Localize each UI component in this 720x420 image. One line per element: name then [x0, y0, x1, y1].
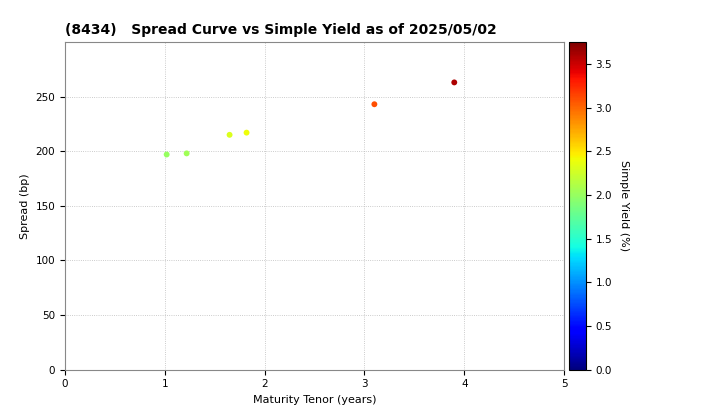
Point [240, 129, 252, 136]
Point [224, 131, 235, 138]
Y-axis label: Spread (bp): Spread (bp) [19, 173, 30, 239]
X-axis label: Maturity Tenor (years): Maturity Tenor (years) [253, 395, 377, 405]
Y-axis label: Simple Yield (%): Simple Yield (%) [618, 160, 629, 251]
Point [161, 151, 172, 158]
Point [181, 150, 192, 157]
Point [449, 79, 460, 86]
Text: (8434)   Spread Curve vs Simple Yield as of 2025/05/02: (8434) Spread Curve vs Simple Yield as o… [65, 23, 497, 37]
Point [369, 101, 380, 108]
